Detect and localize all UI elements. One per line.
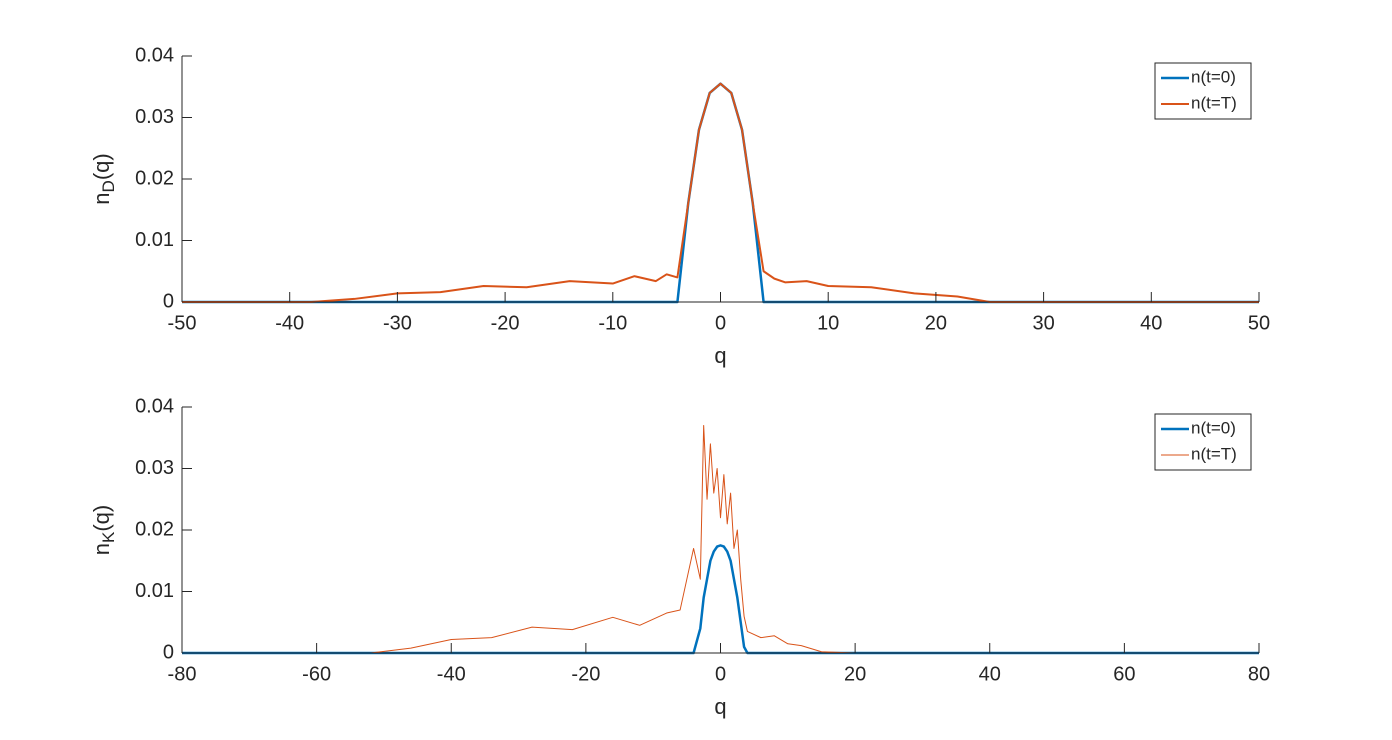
- x-tick-label: 0: [715, 663, 726, 685]
- x-axis-label: q: [714, 343, 726, 368]
- x-tick-label: 20: [925, 312, 947, 334]
- legend-box: [1154, 413, 1252, 471]
- data-line: [182, 544, 1259, 655]
- x-tick-label: 40: [979, 663, 1001, 685]
- y-label-sub: D: [99, 180, 118, 192]
- y-label-main: n: [89, 543, 114, 555]
- legend-box: [1154, 62, 1252, 120]
- x-tick-label: -30: [383, 312, 412, 334]
- x-tick-label: -20: [491, 312, 520, 334]
- y-label-suffix: (q): [89, 505, 114, 532]
- axes: -80 -60 -40 -20 0 20 40 60 80 0 0.01 0.02 0.03 0.04 q n…: [89, 395, 1270, 719]
- y-tick-label: 0.04: [135, 44, 174, 66]
- y-axis-label: nK(q): [89, 505, 119, 555]
- legend-label: n(t=0): [1191, 67, 1236, 86]
- x-tick-label: -10: [598, 312, 627, 334]
- x-tick-label: -20: [571, 663, 600, 685]
- y-label-suffix: (q): [89, 153, 114, 180]
- x-tick-label: 80: [1248, 663, 1270, 685]
- legend: n(t=0) n(t=T): [1154, 62, 1252, 120]
- x-tick-label: 40: [1140, 312, 1162, 334]
- data-line: [182, 424, 1259, 654]
- x-tick-label: 50: [1248, 312, 1270, 334]
- y-axis-label: nD(q): [89, 153, 119, 204]
- legend-label: n(t=T): [1191, 444, 1237, 463]
- legend-label: n(t=T): [1191, 93, 1237, 112]
- y-tick-label: 0.01: [135, 229, 174, 251]
- x-axis-label: q: [714, 694, 726, 719]
- x-tick-label: 20: [844, 663, 866, 685]
- x-tick-label: -40: [437, 663, 466, 685]
- y-label-main: n: [89, 192, 114, 204]
- x-tick-label: 30: [1032, 312, 1054, 334]
- legend: n(t=0) n(t=T): [1154, 413, 1252, 471]
- x-tick-label: -50: [168, 312, 197, 334]
- y-tick-label: 0: [163, 290, 174, 312]
- y-tick-label: 0.01: [135, 580, 174, 602]
- y-tick-label: 0.02: [135, 518, 174, 540]
- data-line: [182, 82, 1259, 303]
- x-tick-label: -40: [275, 312, 304, 334]
- x-tick-label: -80: [168, 663, 197, 685]
- x-tick-label: 0: [715, 312, 726, 334]
- axes: -50 -40 -30 -20 -10 0 10 20 30 40 50 0 0.01 0.02 0.03 0…: [89, 44, 1270, 368]
- x-tick-label: 10: [817, 312, 839, 334]
- x-tick-label: 60: [1113, 663, 1135, 685]
- y-tick-label: 0.03: [135, 457, 174, 479]
- y-label-sub: K: [99, 531, 118, 543]
- y-tick-label: 0: [163, 641, 174, 663]
- data-line: [182, 82, 1259, 304]
- y-tick-label: 0.04: [135, 395, 174, 417]
- x-tick-label: -60: [302, 663, 331, 685]
- y-tick-label: 0.03: [135, 106, 174, 128]
- legend-label: n(t=0): [1191, 418, 1236, 437]
- y-tick-label: 0.02: [135, 167, 174, 189]
